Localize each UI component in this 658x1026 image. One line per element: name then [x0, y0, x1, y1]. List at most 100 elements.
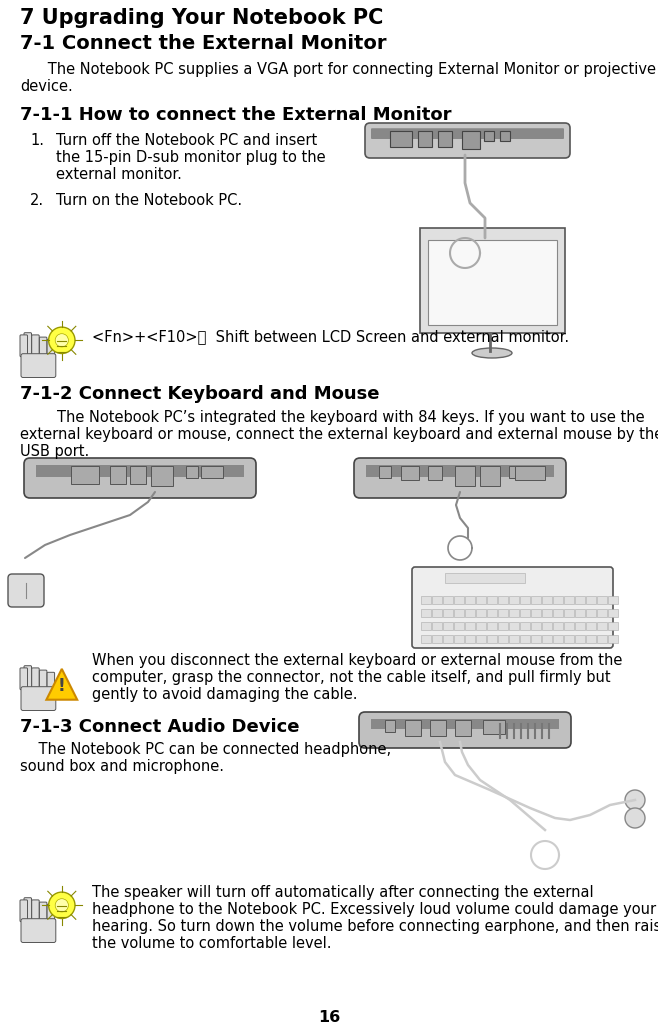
Bar: [462, 131, 480, 149]
FancyBboxPatch shape: [20, 334, 28, 357]
Text: 7-1-3 Connect Audio Device: 7-1-3 Connect Audio Device: [20, 718, 299, 736]
Text: hearing. So turn down the volume before connecting earphone, and then raise: hearing. So turn down the volume before …: [92, 919, 658, 934]
Bar: [597, 596, 607, 604]
Bar: [455, 720, 471, 736]
Bar: [564, 635, 574, 643]
Text: 7 Upgrading Your Notebook PC: 7 Upgrading Your Notebook PC: [20, 8, 384, 28]
Bar: [498, 609, 508, 617]
Text: USB port.: USB port.: [20, 444, 89, 459]
Bar: [454, 609, 464, 617]
Text: 1.: 1.: [30, 133, 44, 148]
Circle shape: [625, 808, 645, 828]
Bar: [432, 635, 442, 643]
Bar: [418, 131, 432, 147]
FancyBboxPatch shape: [39, 338, 47, 365]
Bar: [465, 609, 475, 617]
Bar: [487, 622, 497, 630]
Text: 7-1 Connect the External Monitor: 7-1 Connect the External Monitor: [20, 34, 386, 53]
FancyBboxPatch shape: [21, 918, 56, 943]
Bar: [553, 635, 563, 643]
Ellipse shape: [472, 348, 512, 358]
Bar: [564, 596, 574, 604]
Text: 16: 16: [318, 1010, 340, 1025]
Bar: [401, 466, 419, 480]
Bar: [586, 622, 596, 630]
FancyBboxPatch shape: [8, 574, 44, 607]
Bar: [509, 635, 519, 643]
Text: computer, grasp the connector, not the cable itself, and pull firmly but: computer, grasp the connector, not the c…: [92, 670, 611, 685]
Bar: [201, 466, 223, 478]
Bar: [421, 609, 431, 617]
Bar: [36, 466, 244, 477]
Bar: [553, 596, 563, 604]
Circle shape: [49, 892, 75, 918]
Bar: [553, 622, 563, 630]
Bar: [586, 609, 596, 617]
Text: external monitor.: external monitor.: [56, 167, 182, 182]
Bar: [542, 609, 552, 617]
Bar: [476, 635, 486, 643]
Bar: [371, 719, 559, 728]
Bar: [542, 596, 552, 604]
Text: !: !: [58, 677, 66, 696]
Bar: [151, 466, 173, 486]
Bar: [438, 131, 452, 147]
FancyBboxPatch shape: [24, 332, 32, 365]
Bar: [542, 635, 552, 643]
Bar: [509, 466, 521, 478]
Text: <Fn>+<F10>：  Shift between LCD Screen and external monitor.: <Fn>+<F10>： Shift between LCD Screen and…: [92, 329, 569, 344]
Bar: [608, 622, 618, 630]
FancyBboxPatch shape: [32, 668, 39, 699]
Bar: [430, 720, 446, 736]
Bar: [465, 596, 475, 604]
Bar: [515, 466, 545, 480]
Bar: [476, 609, 486, 617]
Bar: [405, 720, 421, 736]
FancyBboxPatch shape: [21, 354, 56, 378]
Bar: [443, 596, 453, 604]
Polygon shape: [47, 669, 77, 700]
FancyBboxPatch shape: [365, 123, 570, 158]
Bar: [476, 622, 486, 630]
Bar: [432, 596, 442, 604]
Bar: [564, 609, 574, 617]
Bar: [465, 635, 475, 643]
Text: The speaker will turn off automatically after connecting the external: The speaker will turn off automatically …: [92, 885, 594, 900]
Circle shape: [625, 790, 645, 810]
FancyBboxPatch shape: [354, 458, 566, 498]
FancyBboxPatch shape: [39, 902, 47, 931]
Bar: [509, 609, 519, 617]
Text: The Notebook PC’s integrated the keyboard with 84 keys. If you want to use the: The Notebook PC’s integrated the keyboar…: [20, 410, 645, 425]
Bar: [498, 596, 508, 604]
FancyBboxPatch shape: [412, 567, 613, 648]
Bar: [608, 596, 618, 604]
Bar: [531, 609, 541, 617]
Bar: [575, 596, 585, 604]
Bar: [509, 622, 519, 630]
Bar: [421, 622, 431, 630]
Bar: [520, 609, 530, 617]
Bar: [484, 131, 494, 141]
FancyBboxPatch shape: [39, 670, 47, 699]
FancyBboxPatch shape: [47, 904, 55, 931]
Bar: [432, 609, 442, 617]
Bar: [390, 131, 412, 147]
Bar: [454, 635, 464, 643]
Bar: [480, 466, 500, 486]
Circle shape: [49, 327, 75, 354]
Text: external keyboard or mouse, connect the external keyboard and external mouse by : external keyboard or mouse, connect the …: [20, 427, 658, 442]
Text: 2.: 2.: [30, 193, 44, 208]
FancyBboxPatch shape: [20, 668, 28, 689]
Bar: [520, 622, 530, 630]
Bar: [379, 466, 391, 478]
Bar: [542, 622, 552, 630]
Bar: [428, 466, 442, 480]
Bar: [575, 609, 585, 617]
Bar: [597, 609, 607, 617]
Bar: [476, 596, 486, 604]
Bar: [608, 635, 618, 643]
Bar: [531, 596, 541, 604]
Bar: [498, 622, 508, 630]
FancyBboxPatch shape: [32, 900, 39, 931]
Bar: [586, 635, 596, 643]
